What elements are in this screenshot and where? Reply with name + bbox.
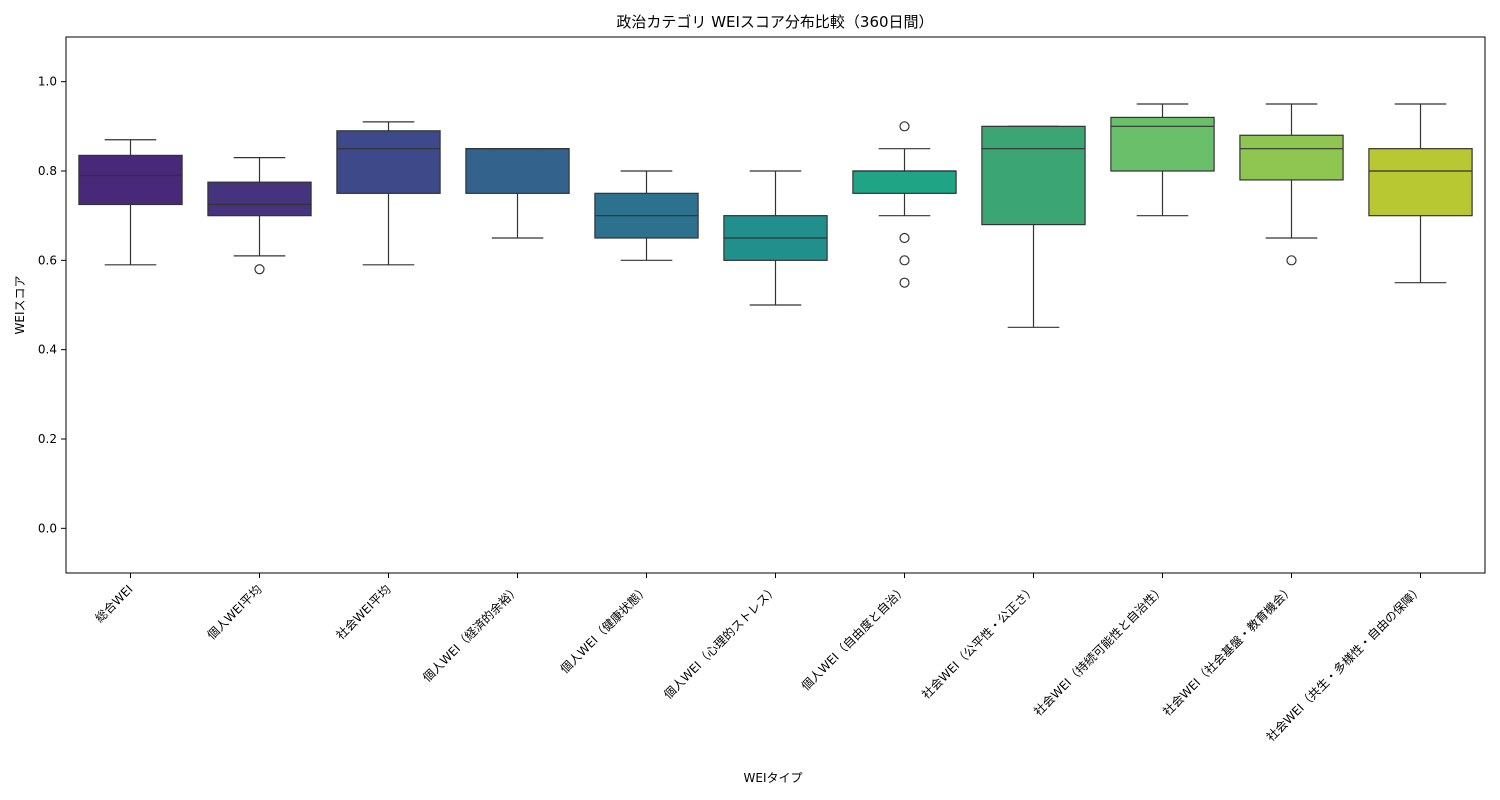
x-tick-label: 個人WEI平均: [205, 582, 265, 642]
y-tick-label: 0.4: [38, 343, 57, 357]
box: [465, 148, 570, 194]
box-group: [1368, 103, 1473, 284]
x-tick-label: 社会WEI（公平性・公正さ）: [918, 582, 1038, 702]
x-tick-label: 社会WEI平均: [333, 582, 394, 643]
chart-title: 政治カテゴリ WEIスコア分布比較（360日間）: [616, 13, 933, 31]
box-group: [852, 121, 957, 288]
x-tick-label: 個人WEI（自由度と自治）: [798, 582, 910, 694]
x-tick-label: 個人WEI（健康状態）: [557, 582, 652, 677]
box-group: [465, 148, 570, 239]
x-tick-label: 社会WEI（社会基盤・教育機会）: [1159, 582, 1296, 719]
y-tick-label: 0.8: [38, 164, 57, 178]
box-group: [1239, 103, 1344, 266]
y-tick-label: 0.0: [38, 521, 57, 535]
y-tick-label: 0.2: [38, 432, 57, 446]
box-group: [1110, 103, 1215, 217]
x-tick-label: 個人WEI（心理的ストレス）: [660, 582, 780, 702]
box: [336, 130, 441, 194]
outlier-point: [254, 264, 265, 275]
box: [1368, 148, 1473, 217]
box-group: [723, 170, 828, 306]
x-axis-label: WEIタイプ: [744, 771, 803, 785]
box-group: [336, 121, 441, 266]
outlier-point: [899, 255, 910, 266]
y-tick-label: 1.0: [38, 75, 57, 89]
boxes: [78, 103, 1473, 328]
box: [1239, 134, 1344, 181]
outlier-point: [1286, 255, 1297, 266]
y-tick-label: 0.6: [38, 253, 57, 267]
box: [207, 181, 312, 217]
x-tick-label: 総合WEI: [92, 582, 136, 626]
x-tick-label: 社会WEI（共生・多様性・自由の保障）: [1263, 582, 1426, 745]
box: [1110, 116, 1215, 172]
x-tick-label: 個人WEI（経済的余裕）: [419, 582, 522, 685]
outlier-point: [899, 232, 910, 244]
outlier-point: [899, 277, 910, 288]
box: [78, 154, 183, 206]
box-group: [594, 170, 699, 261]
y-axis: 0.0 0.2 0.4 0.6 0.8 1.0: [38, 75, 66, 535]
box-group: [78, 139, 183, 266]
x-axis: 総合WEI 個人WEI平均 社会WEI平均 個人WEI（経済的余裕） 個人WEI（健康状…: [92, 573, 1426, 744]
box-group: [981, 125, 1086, 328]
x-tick-label: 社会WEI（持続可能性と自治性）: [1030, 582, 1167, 719]
y-axis-label: WEIスコア: [13, 276, 27, 335]
outlier-point: [899, 121, 910, 132]
box: [852, 170, 957, 194]
box-group: [207, 157, 312, 275]
box: [981, 125, 1086, 226]
